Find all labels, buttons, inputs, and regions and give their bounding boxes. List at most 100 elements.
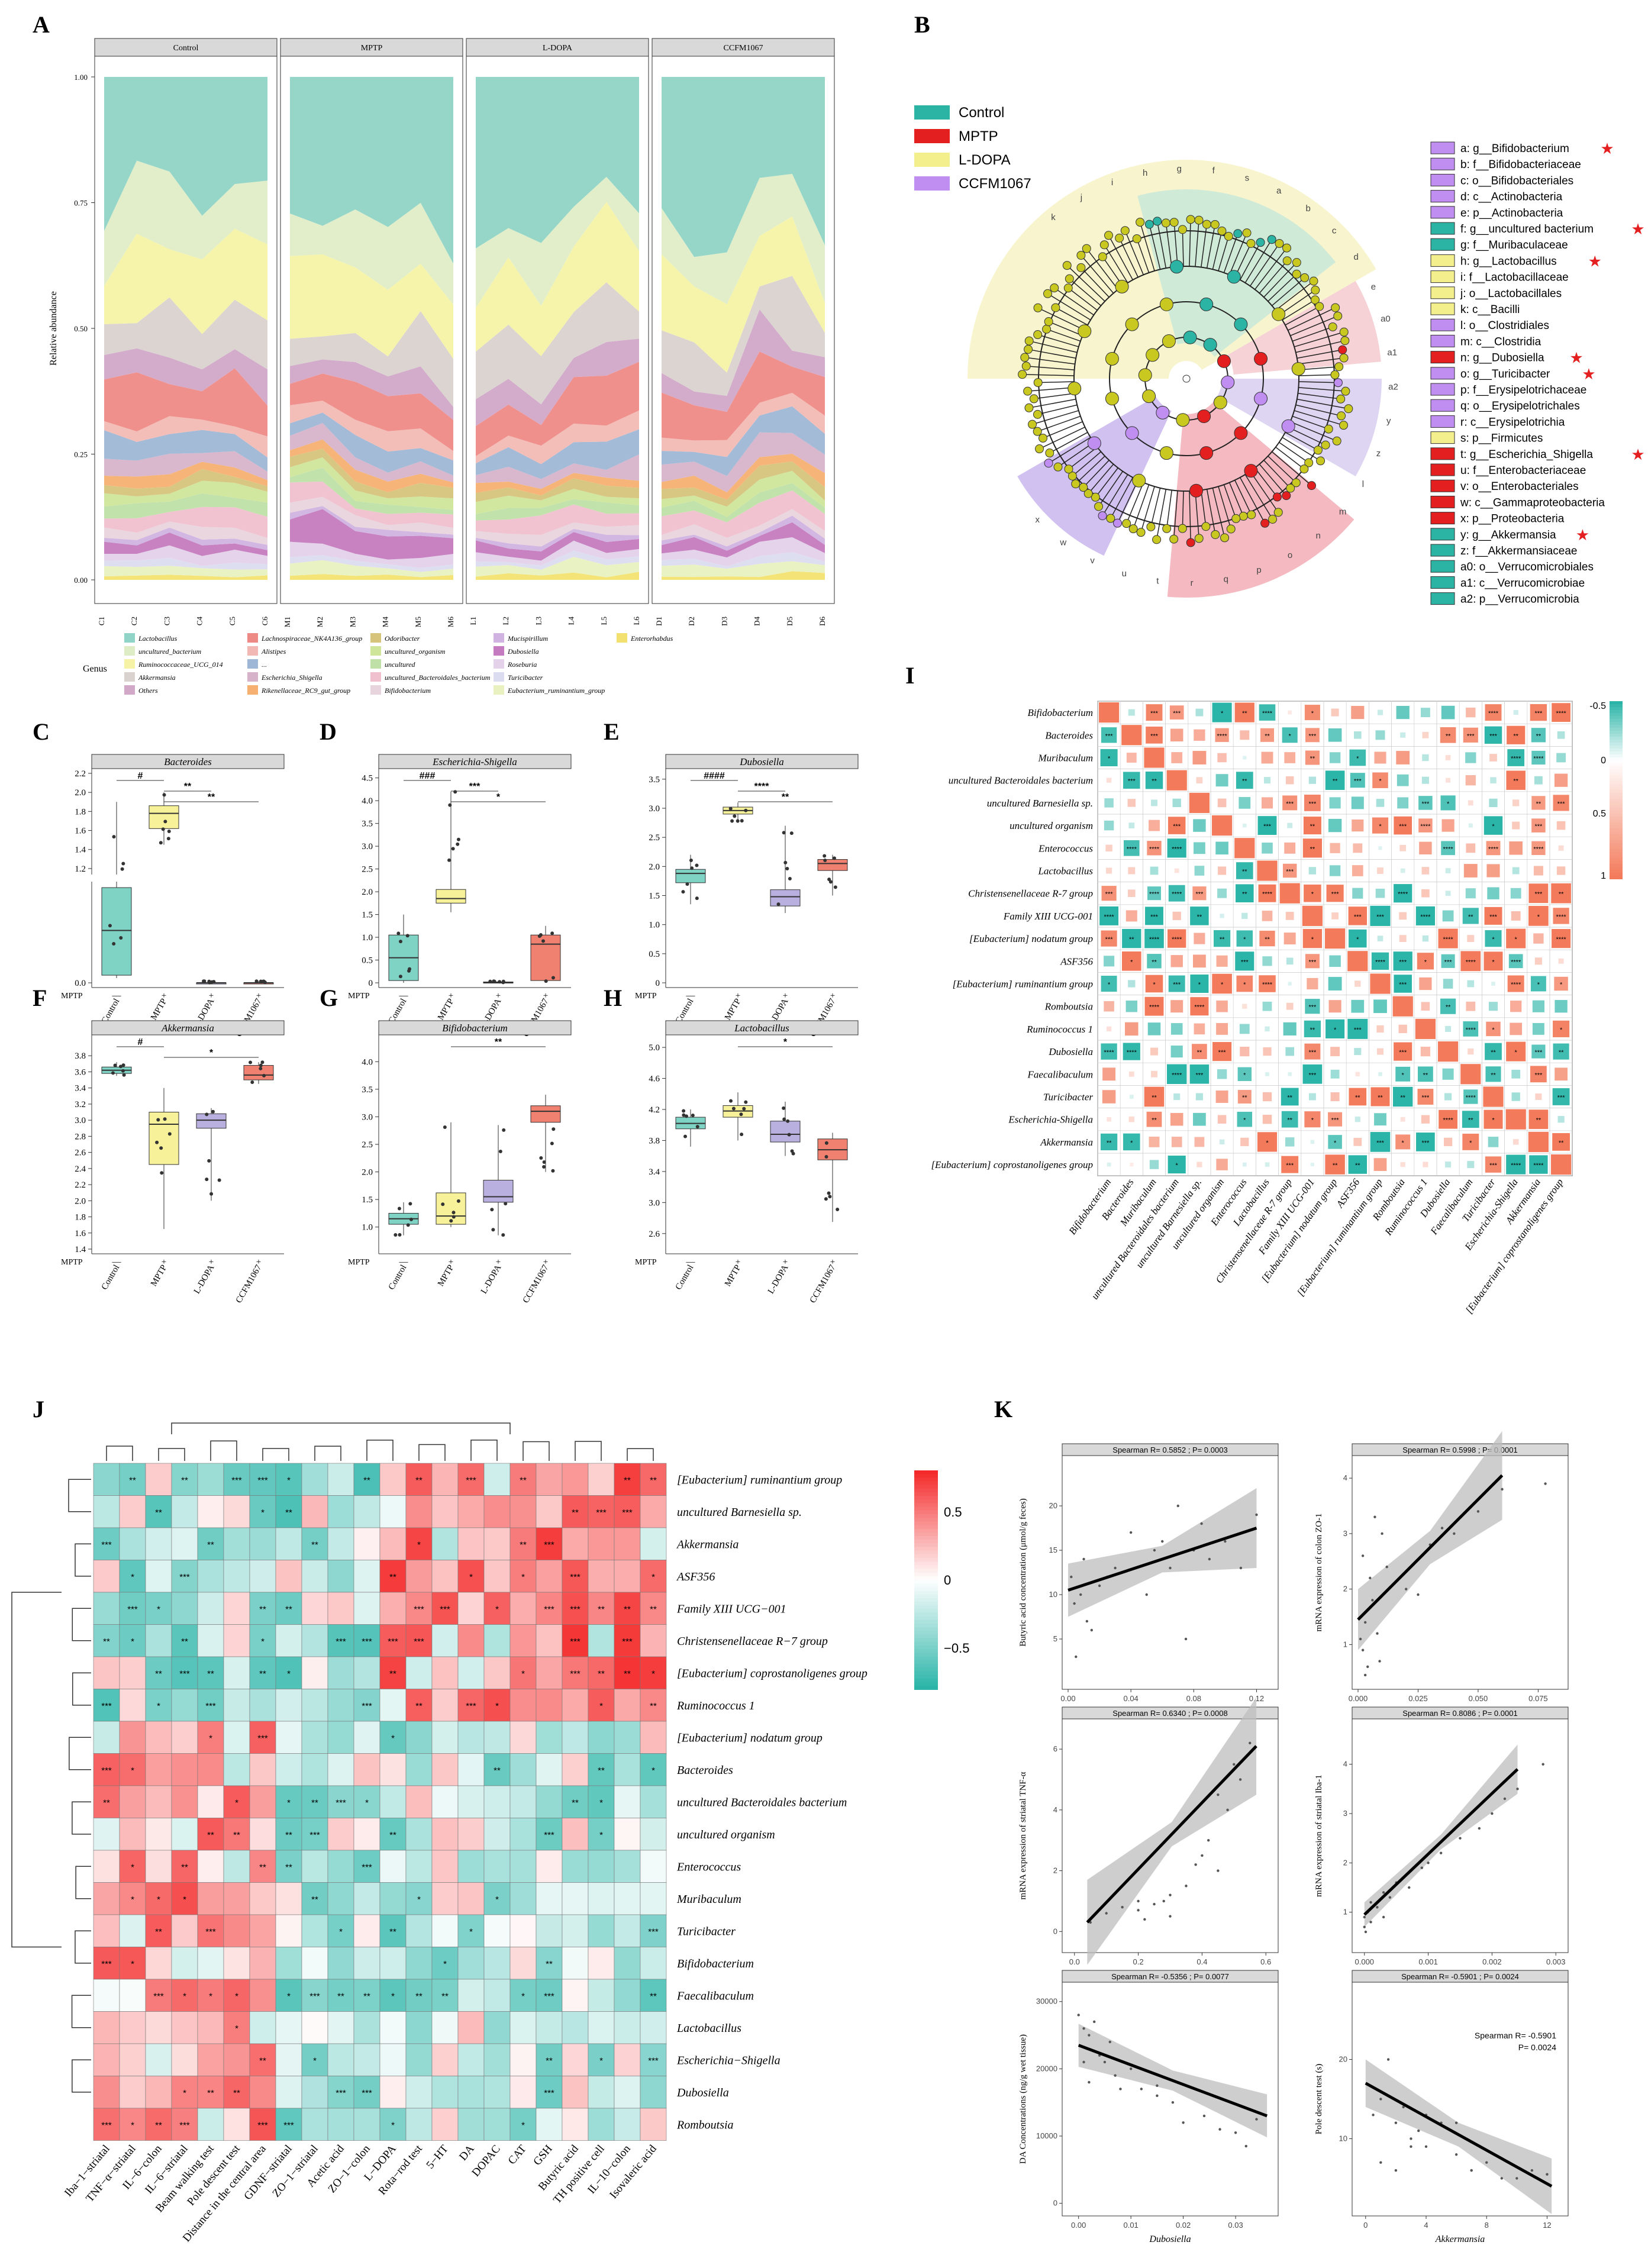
panel-i-diagonal-cell <box>1121 725 1142 746</box>
panel-g-mptp-sign: + <box>449 1257 453 1267</box>
panel-j-heat-cell <box>119 1818 146 1851</box>
panel-b-branch <box>1249 243 1280 286</box>
panel-a-legend-swatch <box>247 685 258 695</box>
panel-i-sig-mark: * <box>1560 1027 1563 1034</box>
panel-j-heat-cell <box>536 1979 563 2012</box>
panel-b-branch <box>1294 410 1344 426</box>
panel-i-corr-square <box>1281 1156 1299 1173</box>
panel-b-leaf-node <box>1239 511 1248 521</box>
panel-d-ytick: 2.5 <box>362 865 373 875</box>
panel-h-point <box>744 1100 748 1104</box>
panel-i-corr-square <box>1420 708 1430 718</box>
panel-a-sample-label: C5 <box>228 617 237 625</box>
panel-j-heat-cell <box>405 1979 433 2012</box>
panel-i-corr-square <box>1193 819 1206 832</box>
panel-j-sig-mark: ** <box>546 2056 553 2066</box>
panel-k-plot-1-point <box>1098 1584 1101 1588</box>
panel-j-heat-cell <box>249 2043 276 2076</box>
panel-i-corr-square <box>1483 816 1503 835</box>
panel-j-heat-cell <box>119 2108 146 2141</box>
panel-e-box-l-dopa <box>770 889 801 906</box>
panel-a-ytick: 0.00 <box>74 576 88 585</box>
panel-b-branch <box>1047 293 1091 321</box>
panel-e-ytick: 0.5 <box>649 950 660 959</box>
panel-j-heat-cell <box>431 1753 459 1786</box>
panel-j-heat-cell <box>275 2043 302 2076</box>
panel-j-heat-cell <box>509 1689 537 1722</box>
panel-b-leaf-node <box>1063 283 1073 293</box>
panel-letter-c: C <box>33 718 50 745</box>
panel-k-plot-4-header-text: Spearman R= 0.8086 ; P= 0.0001 <box>1402 1709 1517 1718</box>
panel-j-heat-cell <box>223 2108 250 2141</box>
panel-j-heat-cell <box>275 1979 302 2012</box>
panel-i-corr-square <box>1167 838 1186 858</box>
panel-j-heat-cell <box>457 1785 485 1818</box>
panel-i-corr-square <box>1303 817 1321 835</box>
panel-j-sig-mark: *** <box>336 1637 346 1647</box>
panel-i-corr-square <box>1507 749 1525 766</box>
panel-i-sig-mark: * <box>1515 1049 1518 1056</box>
panel-j-heat-cell <box>327 1850 354 1883</box>
panel-j-sig-mark: ** <box>494 1766 501 1776</box>
panel-j-sig-mark: * <box>652 1669 655 1679</box>
panel-i-corr-square <box>1284 752 1296 763</box>
panel-i-row-label: ASF356 <box>1060 956 1093 967</box>
panel-f-point <box>259 1063 263 1067</box>
panel-b-taxon-label: a0: o__Verrucomicrobiales <box>1460 561 1594 573</box>
panel-i-colorbar-step <box>1610 743 1623 746</box>
panel-i-sig-mark: ** <box>1378 1095 1383 1102</box>
panel-a-legend-swatch <box>494 633 504 643</box>
panel-j-row-dendrogram <box>75 1543 91 1577</box>
panel-k-plot-5-xlabel: Dubosiella <box>1149 2234 1191 2244</box>
panel-i-sig-mark: *** <box>1308 801 1317 808</box>
panel-k-plot-5-point <box>1244 2144 1247 2148</box>
panel-b-leaf-node <box>1328 322 1337 331</box>
panel-j-heat-cell <box>405 1560 433 1593</box>
panel-i-colorbar-step <box>1610 751 1623 755</box>
panel-i-sig-mark: *** <box>1241 959 1249 966</box>
panel-j-heat-cell <box>327 1495 354 1528</box>
panel-i-row-label: [Eubacterium] ruminantium group <box>953 979 1093 990</box>
panel-j-heat-cell <box>379 1527 407 1560</box>
panel-j-heat-cell <box>614 1495 641 1528</box>
panel-j-colorbar-step <box>914 1602 938 1606</box>
panel-j-heat-cell <box>197 1850 224 1883</box>
panel-j-heat-cell <box>301 2076 328 2109</box>
panel-a-area-uncultured_organism <box>104 480 267 507</box>
panel-i-corr-square <box>1377 867 1383 874</box>
panel-j-colorbar-step <box>914 1612 938 1617</box>
panel-i-corr-square <box>1349 749 1366 766</box>
panel-b-branch <box>1026 365 1075 370</box>
panel-b-branch <box>1173 491 1178 540</box>
panel-i-corr-square <box>1422 754 1429 762</box>
panel-i-corr-square <box>1468 1048 1474 1055</box>
panel-i-row-label: Dubosiella <box>1048 1046 1093 1057</box>
panel-j-heat-cell <box>431 1624 459 1657</box>
panel-j-heat-cell <box>483 1560 511 1593</box>
panel-b-root-node <box>1182 375 1191 383</box>
panel-b-leaf-node <box>1186 538 1195 547</box>
panel-b-leaf-node <box>1065 274 1074 283</box>
panel-j-heat-cell <box>301 1527 328 1560</box>
panel-b-taxon-label: i: f__Lactobacillaceae <box>1460 272 1569 284</box>
panel-a-ytick: 0.25 <box>74 450 88 459</box>
panel-k-plot-3-xtick: 0.2 <box>1133 1957 1144 1966</box>
panel-i-corr-square <box>1511 1069 1521 1079</box>
panel-j-sig-mark: * <box>131 2120 134 2130</box>
panel-j-heat-cell <box>405 1947 433 1980</box>
panel-b-branch <box>1124 230 1144 275</box>
panel-i-corr-square <box>1260 728 1275 742</box>
panel-j-colorbar-step <box>914 1576 938 1580</box>
panel-c-mptp-label: MPTP <box>61 992 83 1001</box>
panel-b-taxon-label: j: o__Lactobacillales <box>1460 288 1562 300</box>
panel-f-mptp-sign: + <box>256 1257 261 1267</box>
panel-i-corr-square <box>1556 821 1566 830</box>
panel-k-plot-2-point <box>1359 1637 1362 1641</box>
panel-h-ytick: 5.0 <box>649 1043 660 1053</box>
panel-b-group-swatch <box>914 153 950 167</box>
panel-j-sig-mark: *** <box>336 1798 346 1808</box>
panel-i-corr-square <box>1353 1138 1362 1146</box>
panel-k-plot-6-point <box>1379 2161 1382 2164</box>
panel-k-plot-4-ytick: 4 <box>1343 1760 1347 1769</box>
panel-i-sig-mark: * <box>1537 914 1540 921</box>
